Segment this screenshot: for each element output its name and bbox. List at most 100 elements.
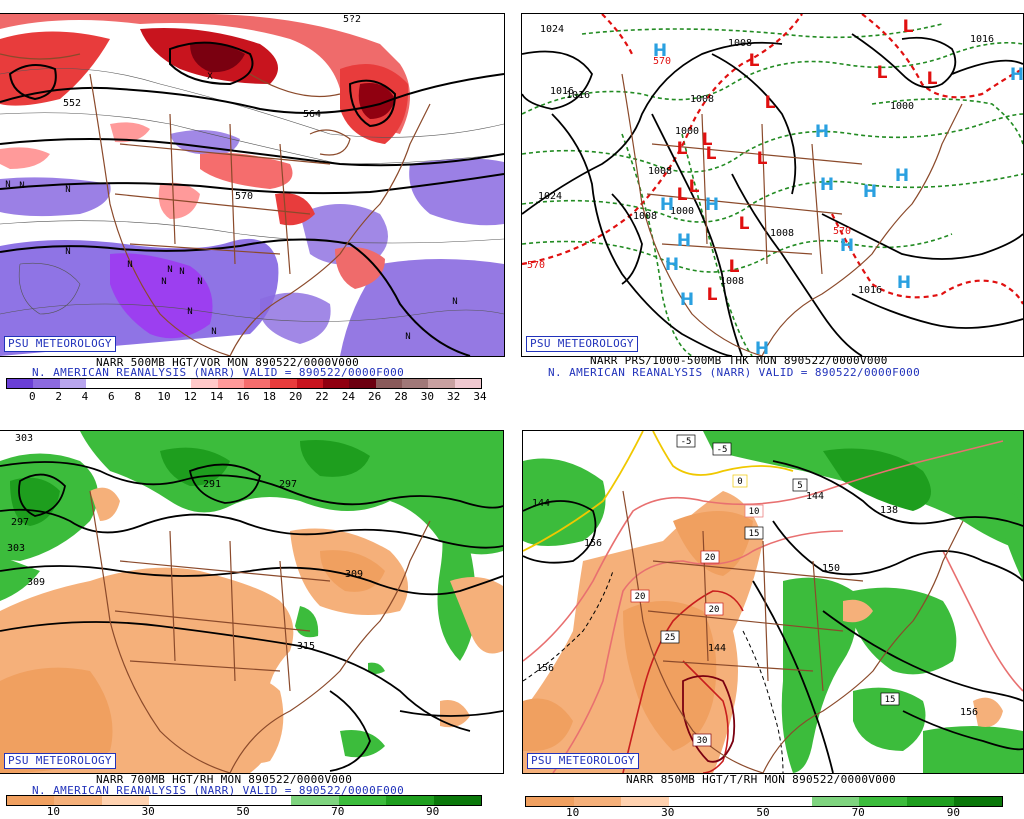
vort-min-marker: N xyxy=(179,267,184,277)
scale-swatch xyxy=(763,797,812,806)
panel-850mb-temp-rh: 144 156 150 156 138 144 144 156 -5 -5 0 … xyxy=(518,416,1024,819)
rh-scale-labels: 10 30 50 70 90 xyxy=(525,806,1001,819)
vorticity-scale-labels: 0 2 4 6 8 10 12 14 16 18 20 22 24 26 28 30 32 34 xyxy=(6,390,487,404)
svg-text:-5: -5 xyxy=(681,437,692,447)
thickness-label: 570 xyxy=(833,226,851,237)
scale-tick-label: 0 xyxy=(29,390,36,403)
svg-text:-5: -5 xyxy=(717,445,728,455)
high-pressure-marker: H xyxy=(705,195,719,215)
svg-text:10: 10 xyxy=(749,507,760,517)
height-contour-label: 150 xyxy=(822,563,840,574)
scale-swatch xyxy=(859,797,907,806)
scale-swatch xyxy=(375,379,402,388)
vort-min-marker: N xyxy=(161,277,166,287)
low-pressure-marker: L xyxy=(702,130,713,150)
scale-swatch xyxy=(428,379,455,388)
scale-swatch xyxy=(433,796,482,805)
temp-label: 5 xyxy=(792,478,808,492)
panel-700mb-rh: 303 297 291 297 303 309 309 315 PSU METE… xyxy=(0,416,512,819)
height-contour-label: 291 xyxy=(203,479,221,490)
scale-swatch xyxy=(164,379,192,388)
scale-tick-label: 14 xyxy=(210,390,224,403)
scale-swatch xyxy=(196,796,245,805)
scale-tick-label: 70 xyxy=(851,806,865,819)
scale-tick-label: 28 xyxy=(394,390,408,403)
scale-swatch xyxy=(7,796,55,805)
high-pressure-marker: H xyxy=(897,273,911,293)
scale-swatch xyxy=(291,796,339,805)
temp-label: 10 xyxy=(744,504,764,518)
height-contour-label: 297 xyxy=(279,479,297,490)
caption-line1: NARR 850MB HGT/T/RH MON 890522/0000V000 xyxy=(626,773,896,786)
thickness-label: 570 xyxy=(527,260,545,271)
height-contour-label: 144 xyxy=(708,643,726,654)
high-pressure-marker: H xyxy=(677,231,691,251)
low-pressure-marker: L xyxy=(903,17,914,37)
panel-pressure-thickness: 1024 1016 1016 1024 1008 1008 1000 1008 … xyxy=(518,0,1024,409)
scale-tick-label: 4 xyxy=(81,390,89,403)
scale-tick-label: 10 xyxy=(565,806,580,819)
thickness-label: 570 xyxy=(653,56,671,67)
brand-label: PSU METEOROLOGY xyxy=(4,336,116,352)
low-pressure-marker: L xyxy=(877,63,888,83)
vort-min-marker: N xyxy=(65,185,70,195)
temp-label: 25 xyxy=(660,630,680,644)
scale-swatch xyxy=(138,379,165,388)
isobar-label: 1016 xyxy=(550,86,574,97)
contour-label: 552 xyxy=(63,98,81,109)
height-contour-label: 144 xyxy=(806,491,824,502)
caption-line2: N. AMERICAN REANALYSIS (NARR) VALID = 89… xyxy=(32,366,405,379)
scale-swatch xyxy=(191,379,218,388)
high-pressure-marker: H xyxy=(863,182,877,202)
scale-tick-label: 18 xyxy=(262,390,276,403)
scale-tick-label: 22 xyxy=(315,390,329,403)
high-pressure-marker: H xyxy=(665,255,679,275)
caption-line1: NARR PRS/1000-500MB THK MON 890522/0000V… xyxy=(590,354,888,367)
temp-label: -5 xyxy=(712,442,732,456)
height-contour-label: 309 xyxy=(27,577,45,588)
scale-tick-label: 10 xyxy=(157,390,171,403)
vort-max-marker: X xyxy=(207,72,213,82)
scale-swatch xyxy=(244,796,292,805)
temp-label: 0 xyxy=(732,474,748,488)
panel-500mb-vorticity: 552 570 564 5?2 N N N N N N N N N N N N … xyxy=(0,0,512,409)
height-contour-label: 303 xyxy=(15,433,33,444)
low-pressure-marker: L xyxy=(707,285,718,305)
isobar-label: 1016 xyxy=(858,285,882,296)
height-contour-label: 138 xyxy=(880,505,898,516)
scale-swatch xyxy=(811,797,860,806)
vort-min-marker: N xyxy=(167,265,172,275)
scale-tick-label: 2 xyxy=(55,390,62,403)
rh-color-scale xyxy=(525,796,1003,807)
temp-label: 20 xyxy=(704,602,724,616)
scale-swatch xyxy=(338,796,387,805)
scale-tick-label: 10 xyxy=(46,805,61,818)
scale-swatch xyxy=(954,797,1002,806)
scale-tick-label: 26 xyxy=(368,390,382,403)
isobar-label: 1016 xyxy=(566,90,590,101)
isobar-label: 1008 xyxy=(690,94,714,105)
high-pressure-marker: H xyxy=(653,41,667,61)
scale-swatch xyxy=(59,379,86,388)
svg-text:20: 20 xyxy=(635,592,646,602)
map-pressure: 1024 1016 1016 1024 1008 1008 1000 1008 … xyxy=(521,13,1024,357)
isobar-label: 1008 xyxy=(728,38,752,49)
scale-swatch xyxy=(217,379,244,388)
scale-tick-label: 12 xyxy=(183,390,197,403)
scale-swatch xyxy=(401,379,429,388)
isobar-label: 1024 xyxy=(540,24,564,35)
caption-line2: N. AMERICAN REANALYSIS (NARR) VALID = 89… xyxy=(32,784,405,797)
high-pressure-marker: H xyxy=(660,195,674,215)
caption-line1: NARR 700MB HGT/RH MON 890522/0000V000 xyxy=(96,773,353,786)
low-pressure-marker: L xyxy=(689,177,700,197)
vort-min-marker: N xyxy=(211,327,216,337)
scale-swatch xyxy=(33,379,60,388)
isobar-label: 1000 xyxy=(670,206,694,217)
vort-min-marker: N xyxy=(5,180,10,190)
scale-tick-label: 90 xyxy=(946,806,961,819)
height-contour-label: 315 xyxy=(297,641,315,652)
scale-swatch xyxy=(7,379,34,388)
scale-tick-label: 32 xyxy=(447,390,461,403)
brand-label: PSU METEOROLOGY xyxy=(526,336,638,352)
scale-swatch xyxy=(112,379,139,388)
